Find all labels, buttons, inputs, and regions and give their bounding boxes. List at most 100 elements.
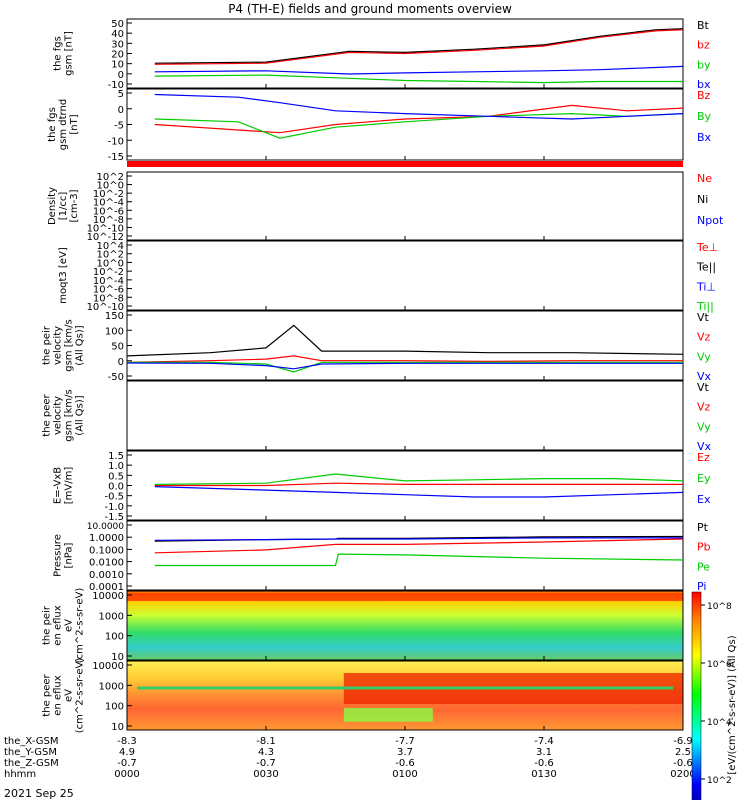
y-axis-label: [nT] [69,114,80,134]
y-axis-label: [1/cc] [58,192,69,221]
mode-bar [127,161,683,167]
y-tick-label: 10^-8 [93,293,124,304]
legend-entry: Vx [697,370,712,383]
y-axis-label: Pressure [53,534,64,577]
x-row-value: -0.6 [673,758,693,769]
colorbar-ticks: 10^8 10^6 10^4 10^2 [701,602,732,786]
y-tick-label: 10^-10 [87,223,124,234]
x-row-value: -7.7 [395,736,415,747]
panel-6: the peer velocity gsm [km/s (All Qs)] Vt Vz Vy… [42,380,712,453]
y-tick-label: 100 [105,632,124,643]
x-row-value: 3.1 [536,747,552,758]
y-tick-label: 0.5 [108,471,124,482]
legend-entry: Vy [697,420,711,433]
x-row-value: 3.7 [397,747,413,758]
y-tick-label: 10^0 [97,181,124,192]
legend-entry: Pi [697,580,706,593]
y-tick-label: 1000 [99,611,124,622]
y-tick-label: 10^-8 [93,215,124,226]
y-tick-label: 0 [118,357,124,368]
legend-entry: bx [697,78,711,91]
series-line-bx [154,93,684,120]
colorbar-tick-label: 10^2 [707,776,732,786]
y-tick-label: 0.1000 [89,545,124,556]
panel-frame [126,171,684,241]
series-line-pb [154,538,684,554]
legend-entry: Vx [697,440,712,453]
y-axis-label: (cm^2-s-sr-eV) [75,588,86,664]
series-line-pi [154,537,683,541]
legend-entry: Bt [697,19,710,32]
y-tick-label: 0.0001 [89,582,124,593]
y-tick-label: 0 [118,70,124,81]
spectrogram-fill [127,591,683,660]
y-axis-label: [mV/m] [64,467,75,505]
legend-entry: By [697,110,712,123]
y-axis-label: (cm^2-s-sr-eV) [75,658,86,734]
x-row-value: 4.9 [119,747,135,758]
y-axis-label: moqt3 [eV] [58,247,69,304]
panel-4: 10^410^210^010^-210^-410^-610^-810^-10 mo… [58,240,718,313]
y-tick-label: 10^-4 [93,198,124,209]
series-line-vz [126,355,683,363]
y-tick-label: 20 [111,50,124,61]
y-tick-label: -1.0 [104,502,124,513]
legend-entry: by [697,58,711,71]
x-row-value: 0000 [114,769,139,780]
colorbar [691,591,702,800]
y-tick-label: 10000 [92,661,124,672]
y-tick-label: 10^2 [97,250,124,261]
panel-frame [126,88,684,161]
y-axis-label: gsm [km/s [64,319,75,372]
legend-entry: Vy [697,350,711,363]
y-axis-label: Density [47,187,58,225]
y-axis-label: en eflux [53,675,64,715]
legend-entry: Ni [697,193,708,206]
y-axis-label: eV [64,619,75,632]
ion-high-energy-band [127,593,683,601]
series-line-by [154,74,683,84]
series-line-vy [127,361,683,373]
y-tick-label: -10 [108,136,124,147]
y-tick-label: 0.0010 [89,570,124,581]
y-axis-label: (All Qs)] [75,325,86,365]
y-tick-label: 150 [105,311,124,322]
panel-frame [126,240,684,311]
series-line-vt [126,324,684,357]
y-tick-label: 10^-2 [93,267,124,278]
legend-entry: Pb [697,541,711,554]
panel-frame [126,310,684,381]
y-tick-label: 0 [118,105,124,116]
y-tick-label: 1.0000 [89,533,124,544]
legend-entry: Npot [697,214,724,227]
series-line-bz [154,104,684,134]
x-row-value: 4.3 [258,747,274,758]
y-axis-label: the fgs [47,107,58,142]
y-tick-label: 100 [105,326,124,337]
y-tick-label: 100 [105,702,124,713]
y-axis-label: [nPa] [64,542,75,568]
y-tick-label: 10000 [92,591,124,602]
series-line-vx [126,362,683,370]
x-row-value: -0.6 [395,758,415,769]
y-tick-label: 50 [111,342,124,353]
legend-entry: Pe [697,560,710,573]
y-tick-label: 40 [111,29,124,40]
x-row-value: 0130 [531,769,556,780]
legend-entry: Vz [697,331,711,344]
colorbar-tick-label: 10^4 [707,718,732,728]
y-axis-label: (All Qs)] [75,395,86,435]
y-axis-label: velocity [53,326,64,365]
x-row-value: -8.3 [117,736,137,747]
panel-9: 10000 1000 100 10 the peir en eflux eV (cm^2-s-… [42,588,684,664]
panel-3: 10^210^010^-210^-410^-610^-810^-1010^-12… [47,171,724,243]
panel-2: 5 0 -5 -10 -15 the fgs gsm dtrnd [nT] Bz By Bx [47,88,712,163]
x-row-label: the_Y-GSM [4,747,57,758]
x-row-value: -6.9 [673,736,693,747]
legend-entry: Ti⊥ [696,280,716,293]
y-tick-label: -5 [114,121,124,132]
y-tick-label: 10.0000 [87,522,124,532]
